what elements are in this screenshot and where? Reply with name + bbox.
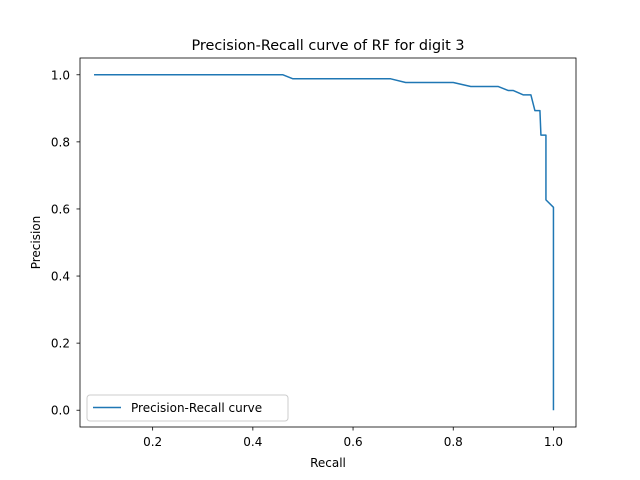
chart-title: Precision-Recall curve of RF for digit 3 bbox=[191, 38, 464, 54]
y-tick-label: 0.4 bbox=[51, 270, 70, 284]
x-tick-label: 1.0 bbox=[544, 435, 563, 449]
series-line-0 bbox=[94, 74, 555, 411]
x-axis-label: Recall bbox=[310, 456, 346, 470]
x-ticks: 0.2 0.4 0.6 0.8 1.0 bbox=[143, 427, 563, 449]
y-tick-label: 0.6 bbox=[51, 202, 70, 216]
x-tick-label: 0.8 bbox=[444, 435, 463, 449]
y-axis-label: Precision bbox=[29, 216, 43, 270]
x-tick-label: 0.6 bbox=[344, 435, 363, 449]
series-layer bbox=[94, 74, 555, 411]
x-tick-label: 0.2 bbox=[143, 435, 162, 449]
y-tick-label: 1.0 bbox=[51, 68, 70, 82]
legend: Precision-Recall curve bbox=[86, 394, 289, 422]
y-tick-label: 0.8 bbox=[51, 135, 70, 149]
y-ticks: 0.0 0.2 0.4 0.6 0.8 1.0 bbox=[51, 68, 80, 418]
plot-area: 0.2 0.4 0.6 0.8 1.0 0.0 0.2 0.4 0.6 0.8 1.0 bbox=[51, 57, 577, 449]
axes-frame bbox=[79, 57, 577, 428]
y-tick-label: 0.0 bbox=[51, 404, 70, 418]
legend-box bbox=[86, 394, 289, 422]
legend-label: Precision-Recall curve bbox=[131, 401, 262, 415]
x-tick-label: 0.4 bbox=[243, 435, 262, 449]
y-tick-label: 0.2 bbox=[51, 337, 70, 351]
